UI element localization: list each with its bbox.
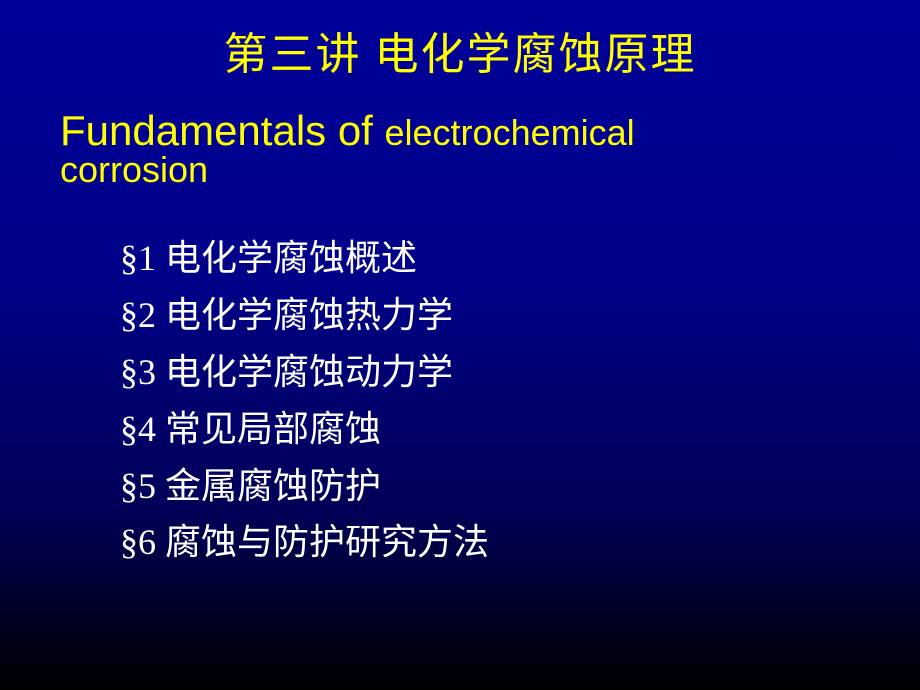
section-item: §6 腐蚀与防护研究方法 (120, 514, 920, 571)
section-item: §4 常见局部腐蚀 (120, 401, 920, 458)
section-item: §1 电化学腐蚀概述 (120, 230, 920, 287)
slide-title: 第三讲 电化学腐蚀原理 (0, 0, 920, 82)
section-item: §2 电化学腐蚀热力学 (120, 287, 920, 344)
subtitle-part2: electrochemical (385, 112, 635, 153)
section-item: §5 金属腐蚀防护 (120, 458, 920, 515)
section-item: §3 电化学腐蚀动力学 (120, 344, 920, 401)
section-list: §1 电化学腐蚀概述 §2 电化学腐蚀热力学 §3 电化学腐蚀动力学 §4 常见… (0, 188, 920, 571)
subtitle-part3: corrosion (60, 149, 208, 190)
subtitle-part1: Fundamentals of (60, 107, 385, 154)
slide-subtitle: Fundamentals of electrochemical corrosio… (0, 82, 920, 188)
